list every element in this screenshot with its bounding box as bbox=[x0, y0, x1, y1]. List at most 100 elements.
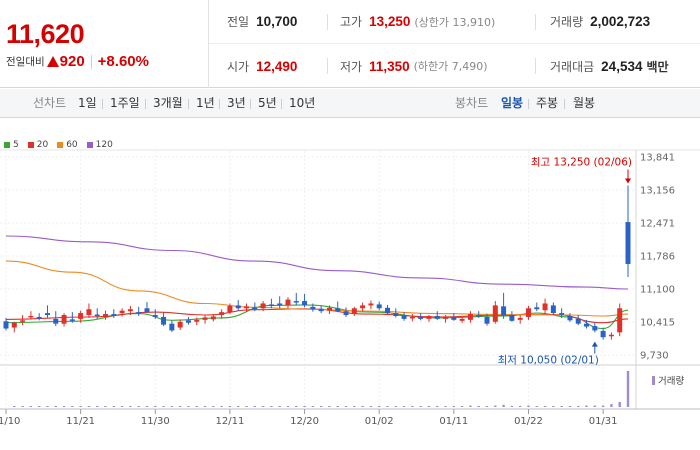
candle-body bbox=[210, 316, 216, 320]
legend-label: 5 bbox=[13, 140, 19, 150]
volume-bar bbox=[552, 406, 555, 407]
candle-body bbox=[451, 316, 457, 320]
divider bbox=[281, 99, 282, 109]
stat-value: 13,250 bbox=[369, 14, 411, 29]
legend-swatch bbox=[86, 142, 93, 148]
candle-body bbox=[351, 308, 357, 315]
volume-bar bbox=[319, 406, 323, 407]
candle-monthly[interactable]: 월봉 bbox=[573, 96, 596, 110]
candle-body bbox=[152, 315, 158, 317]
candle-body bbox=[310, 306, 316, 310]
candle-chart-label: 봉차트 bbox=[455, 96, 489, 110]
volume-bar bbox=[195, 406, 198, 407]
x-tick-label: 11/30 bbox=[141, 416, 170, 427]
candle-body bbox=[567, 315, 573, 321]
candle-body bbox=[61, 315, 67, 324]
candle-body bbox=[277, 303, 283, 305]
volume-legend-label: 거래량 bbox=[658, 376, 685, 387]
candle-body bbox=[517, 317, 523, 320]
volume-bar bbox=[187, 406, 190, 407]
y-tick-label: 13,156 bbox=[640, 186, 675, 197]
volume-bar bbox=[386, 406, 389, 407]
divider bbox=[327, 14, 328, 30]
volume-bar bbox=[145, 406, 149, 407]
change-divider bbox=[90, 54, 92, 69]
volume-bar bbox=[178, 405, 182, 407]
volume-bar bbox=[560, 406, 563, 407]
x-tick-label: 12/11 bbox=[216, 416, 245, 427]
candle-body bbox=[368, 303, 374, 306]
candle-body bbox=[443, 316, 449, 319]
candle-body bbox=[235, 305, 241, 309]
x-tick-label: 01/02 bbox=[365, 416, 394, 427]
candle-body bbox=[161, 316, 167, 325]
volume-bar bbox=[54, 405, 57, 407]
volume-bar bbox=[212, 406, 215, 407]
candle-body bbox=[434, 315, 440, 319]
volume-bar bbox=[295, 405, 298, 407]
volume-bar bbox=[29, 406, 33, 407]
candle-body bbox=[409, 316, 415, 319]
volume-bar bbox=[477, 405, 480, 407]
divider bbox=[535, 58, 536, 74]
legend-label: 60 bbox=[66, 140, 78, 150]
high-annotation: 최고 13,250 (02/06) bbox=[531, 156, 632, 168]
candle-body bbox=[484, 316, 490, 324]
stat-prev-close: 전일 10,700 bbox=[227, 0, 297, 44]
period-3m[interactable]: 3개월 bbox=[153, 96, 183, 110]
candle-body bbox=[119, 310, 125, 314]
candle-body bbox=[509, 315, 515, 321]
candle-body bbox=[318, 308, 324, 312]
divider bbox=[535, 14, 536, 30]
period-5y[interactable]: 5년 bbox=[258, 96, 277, 110]
candle-body bbox=[542, 303, 548, 311]
candle-body bbox=[36, 316, 42, 319]
candle-body bbox=[401, 315, 407, 319]
candle-body bbox=[177, 321, 183, 328]
candle-body bbox=[20, 320, 26, 322]
candle-body bbox=[501, 306, 507, 316]
stat-label: 시가 bbox=[227, 59, 250, 74]
candle-body bbox=[103, 314, 109, 317]
candle-body bbox=[169, 323, 175, 331]
volume-bar bbox=[601, 405, 605, 407]
legend-ma20: 20 bbox=[27, 140, 48, 150]
stat-value: 12,490 bbox=[256, 58, 298, 74]
stat-label: 저가 bbox=[340, 59, 363, 74]
candle-body bbox=[459, 318, 465, 321]
volume-bar bbox=[427, 406, 431, 407]
candle-weekly[interactable]: 주봉 bbox=[536, 96, 559, 110]
period-1y[interactable]: 1년 bbox=[196, 96, 215, 110]
candle-body bbox=[227, 305, 233, 313]
stat-value: 10,700 bbox=[256, 14, 298, 29]
period-3y[interactable]: 3년 bbox=[227, 96, 246, 110]
period-1d[interactable]: 1일 bbox=[78, 96, 97, 110]
period-10y[interactable]: 10년 bbox=[289, 96, 316, 110]
price-panel: 11,620 전일대비 920 +8.60% bbox=[0, 0, 209, 88]
volume-bar bbox=[618, 401, 621, 407]
candle-body bbox=[625, 222, 631, 264]
volume-bar bbox=[87, 406, 91, 407]
divider bbox=[188, 99, 189, 109]
divider bbox=[219, 99, 220, 109]
candle-body bbox=[534, 307, 540, 310]
candle-body bbox=[11, 322, 17, 328]
volume-bar bbox=[311, 406, 315, 407]
low-arrow-icon bbox=[591, 341, 598, 347]
volume-bar bbox=[170, 406, 174, 407]
x-tick-label: 01/11 bbox=[439, 416, 468, 427]
volume-bar bbox=[535, 406, 538, 407]
candle-daily[interactable]: 일봉 bbox=[501, 96, 524, 110]
candle-body bbox=[252, 307, 258, 310]
volume-bar bbox=[436, 405, 439, 407]
stat-open: 시가 12,490 bbox=[227, 44, 297, 88]
candle-body bbox=[268, 304, 274, 306]
period-1w[interactable]: 1주일 bbox=[110, 96, 140, 110]
volume-bar bbox=[228, 406, 232, 407]
candle-body bbox=[550, 305, 556, 314]
volume-bar bbox=[129, 406, 132, 407]
stat-label: 고가 bbox=[340, 15, 363, 29]
volume-bar bbox=[253, 405, 256, 407]
candle-body bbox=[600, 330, 606, 338]
